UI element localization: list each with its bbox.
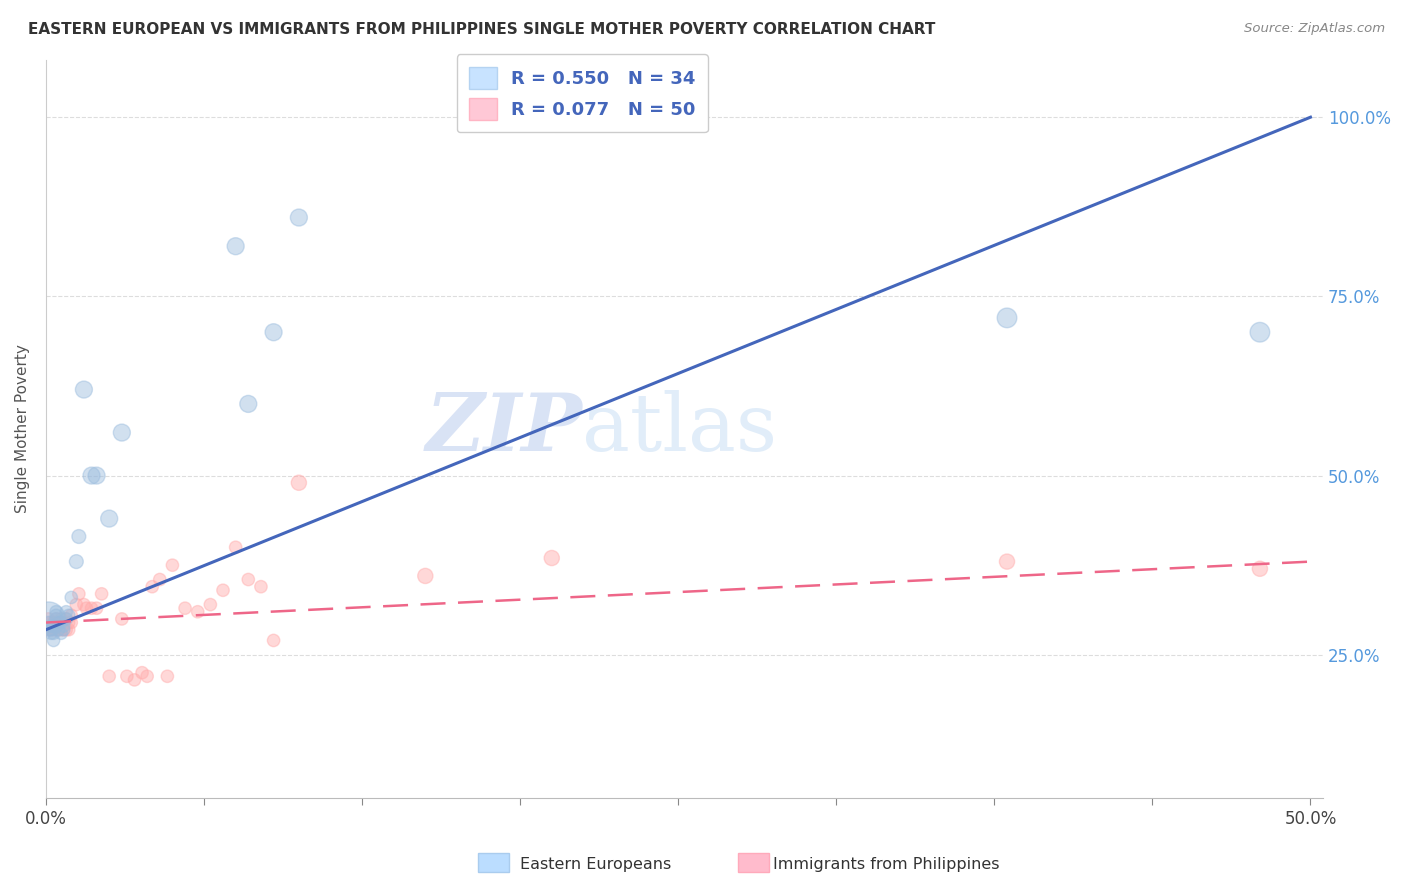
Point xyxy=(48,615,70,630)
Point xyxy=(187,605,209,619)
Point xyxy=(52,619,75,633)
Point xyxy=(263,325,285,339)
Point xyxy=(225,239,247,253)
Point xyxy=(86,601,108,615)
Point xyxy=(225,541,247,555)
Point xyxy=(55,612,77,626)
Text: Eastern Europeans: Eastern Europeans xyxy=(520,857,672,872)
Point xyxy=(60,591,83,605)
Point xyxy=(39,626,62,640)
Point xyxy=(58,608,80,623)
Point xyxy=(52,623,75,637)
Point xyxy=(86,468,108,483)
Point xyxy=(52,615,75,630)
Point xyxy=(212,583,235,598)
Point xyxy=(42,633,65,648)
Point xyxy=(111,612,134,626)
Point xyxy=(52,623,75,637)
Point xyxy=(288,475,311,490)
Point xyxy=(124,673,146,687)
Point xyxy=(995,310,1018,325)
Point xyxy=(60,615,83,630)
Point xyxy=(73,598,96,612)
Point xyxy=(45,608,67,623)
Point xyxy=(37,615,59,630)
Point xyxy=(200,598,222,612)
Text: atlas: atlas xyxy=(582,390,778,468)
Point xyxy=(65,555,87,569)
Point xyxy=(39,623,62,637)
Point xyxy=(415,569,437,583)
Point xyxy=(995,555,1018,569)
Text: EASTERN EUROPEAN VS IMMIGRANTS FROM PHILIPPINES SINGLE MOTHER POVERTY CORRELATIO: EASTERN EUROPEAN VS IMMIGRANTS FROM PHIL… xyxy=(28,22,935,37)
Point xyxy=(49,623,72,637)
Point xyxy=(49,626,72,640)
Point xyxy=(58,623,80,637)
Point xyxy=(42,615,65,630)
Y-axis label: Single Mother Poverty: Single Mother Poverty xyxy=(15,344,30,514)
Point xyxy=(141,580,163,594)
Point xyxy=(55,623,77,637)
Point xyxy=(98,511,121,525)
Point xyxy=(39,615,62,630)
Point xyxy=(37,612,59,626)
Point xyxy=(48,623,70,637)
Point xyxy=(238,397,260,411)
Point xyxy=(45,605,67,619)
Legend: R = 0.550   N = 34, R = 0.077   N = 50: R = 0.550 N = 34, R = 0.077 N = 50 xyxy=(457,54,709,133)
Point xyxy=(45,623,67,637)
Point xyxy=(58,615,80,630)
Point xyxy=(288,211,311,225)
Point xyxy=(67,587,90,601)
Point xyxy=(90,587,112,601)
Point xyxy=(263,633,285,648)
Point xyxy=(39,623,62,637)
Point xyxy=(48,615,70,630)
Point xyxy=(55,605,77,619)
Point xyxy=(42,626,65,640)
Point xyxy=(1249,325,1271,339)
Point xyxy=(238,573,260,587)
Point xyxy=(174,601,197,615)
Text: Source: ZipAtlas.com: Source: ZipAtlas.com xyxy=(1244,22,1385,36)
Point xyxy=(98,669,121,683)
Point xyxy=(42,623,65,637)
Point xyxy=(80,601,103,615)
Point xyxy=(149,573,172,587)
Point xyxy=(49,615,72,630)
Text: Immigrants from Philippines: Immigrants from Philippines xyxy=(773,857,1000,872)
Point xyxy=(540,551,562,566)
Point xyxy=(60,608,83,623)
Point xyxy=(37,623,59,637)
Point xyxy=(1249,562,1271,576)
Point xyxy=(250,580,273,594)
Point xyxy=(80,468,103,483)
Point xyxy=(136,669,159,683)
Text: ZIP: ZIP xyxy=(426,390,582,467)
Point xyxy=(75,601,97,615)
Point xyxy=(65,598,87,612)
Point xyxy=(115,669,138,683)
Point xyxy=(156,669,179,683)
Point xyxy=(39,619,62,633)
Point xyxy=(73,383,96,397)
Point xyxy=(67,529,90,543)
Point xyxy=(131,665,153,680)
Point xyxy=(48,623,70,637)
Point xyxy=(111,425,134,440)
Point xyxy=(45,612,67,626)
Point xyxy=(55,612,77,626)
Point xyxy=(45,612,67,626)
Point xyxy=(49,612,72,626)
Point xyxy=(162,558,184,573)
Point xyxy=(37,612,59,626)
Point xyxy=(42,619,65,633)
